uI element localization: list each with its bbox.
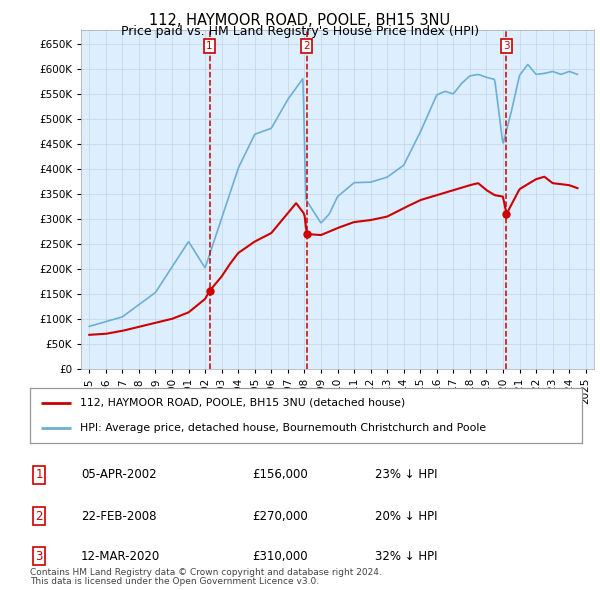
Text: HPI: Average price, detached house, Bournemouth Christchurch and Poole: HPI: Average price, detached house, Bour… — [80, 423, 486, 433]
Text: 2: 2 — [304, 41, 310, 51]
Text: 112, HAYMOOR ROAD, POOLE, BH15 3NU (detached house): 112, HAYMOOR ROAD, POOLE, BH15 3NU (deta… — [80, 398, 405, 408]
Text: 1: 1 — [35, 468, 43, 481]
Text: £310,000: £310,000 — [252, 550, 308, 563]
Text: Price paid vs. HM Land Registry's House Price Index (HPI): Price paid vs. HM Land Registry's House … — [121, 25, 479, 38]
Text: 23% ↓ HPI: 23% ↓ HPI — [375, 468, 437, 481]
Text: 05-APR-2002: 05-APR-2002 — [81, 468, 157, 481]
Text: Contains HM Land Registry data © Crown copyright and database right 2024.: Contains HM Land Registry data © Crown c… — [30, 568, 382, 577]
Text: 20% ↓ HPI: 20% ↓ HPI — [375, 510, 437, 523]
Text: £156,000: £156,000 — [252, 468, 308, 481]
Text: 3: 3 — [503, 41, 510, 51]
Text: 2: 2 — [35, 510, 43, 523]
Text: 1: 1 — [206, 41, 213, 51]
Text: 112, HAYMOOR ROAD, POOLE, BH15 3NU: 112, HAYMOOR ROAD, POOLE, BH15 3NU — [149, 13, 451, 28]
Text: £270,000: £270,000 — [252, 510, 308, 523]
Text: This data is licensed under the Open Government Licence v3.0.: This data is licensed under the Open Gov… — [30, 578, 319, 586]
Text: 3: 3 — [35, 550, 43, 563]
Text: 22-FEB-2008: 22-FEB-2008 — [81, 510, 157, 523]
Text: 32% ↓ HPI: 32% ↓ HPI — [375, 550, 437, 563]
Text: 12-MAR-2020: 12-MAR-2020 — [81, 550, 160, 563]
